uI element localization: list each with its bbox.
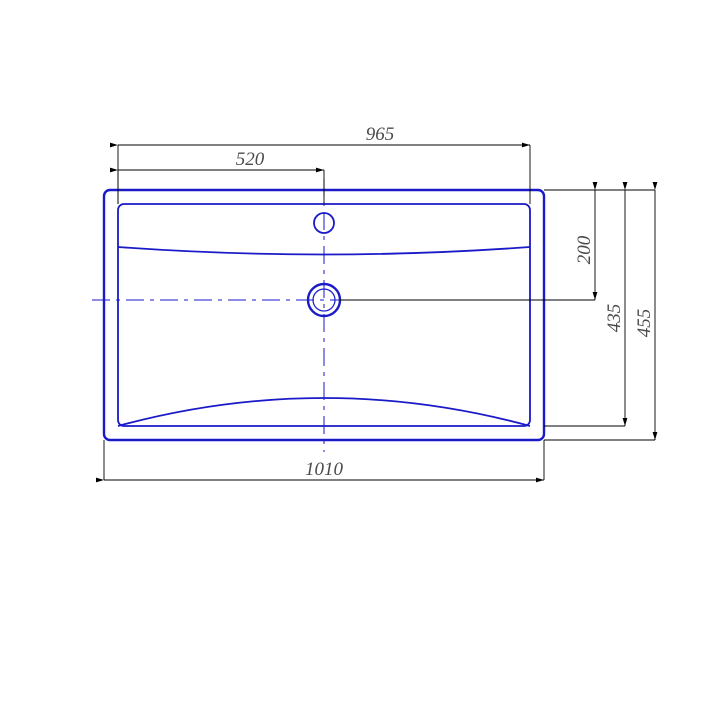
sink-drawing xyxy=(92,178,595,452)
dim-height-inner: 435 xyxy=(544,190,625,426)
dim-height-outer-label: 455 xyxy=(634,309,655,338)
dim-width-outer: 1010 xyxy=(104,440,544,480)
dim-height-outer: 455 xyxy=(544,190,655,440)
dim-height-tap-label: 200 xyxy=(574,235,595,264)
dim-height-tap: 200 xyxy=(544,190,595,300)
dim-width-tap-label: 520 xyxy=(236,149,265,170)
dim-height-inner-label: 435 xyxy=(604,304,625,333)
dim-width-outer-label: 1010 xyxy=(305,459,344,480)
dim-width-tap: 520 xyxy=(118,149,324,204)
dim-width-inner-label: 965 xyxy=(366,124,395,145)
